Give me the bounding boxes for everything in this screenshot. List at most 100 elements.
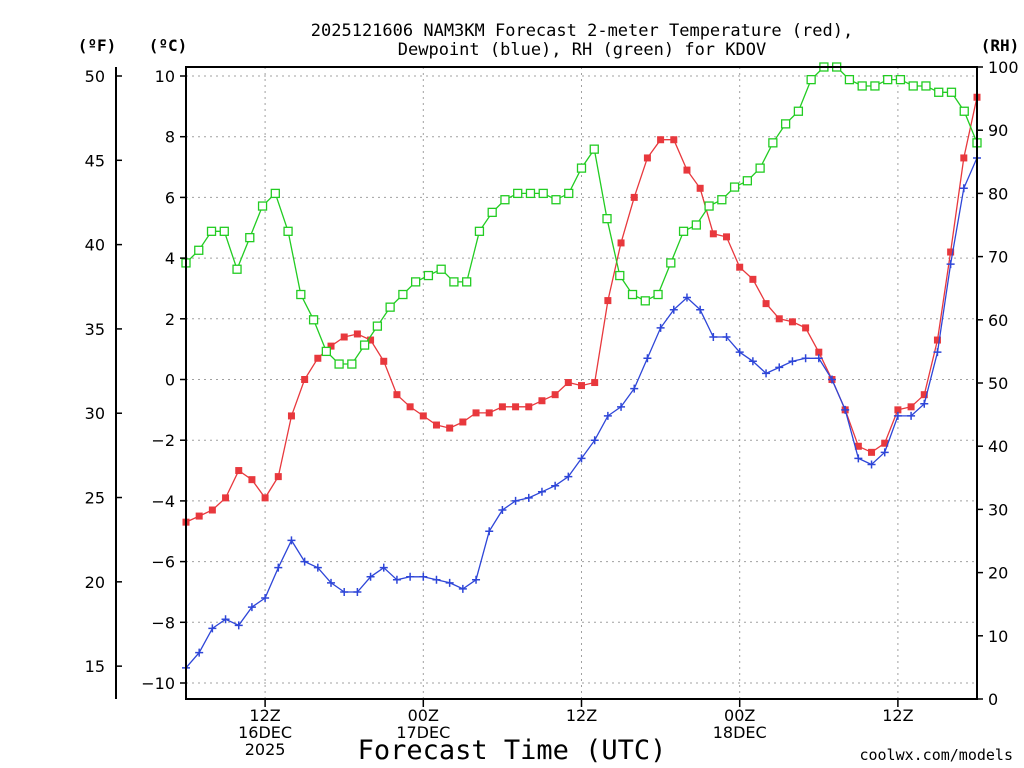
rh-point	[615, 270, 625, 281]
dewpoint-point	[445, 578, 454, 587]
dewpoint-point	[340, 587, 349, 596]
fahrenheit-tick-label: 25	[85, 489, 105, 508]
rh-point	[883, 74, 893, 85]
temperature-point	[446, 424, 454, 432]
dewpoint-point	[854, 454, 863, 463]
rh-point	[946, 87, 957, 97]
temperature-point	[815, 348, 823, 356]
fahrenheit-tick-label: 45	[85, 151, 105, 170]
dewpoint-point	[696, 305, 705, 314]
series-layer	[181, 62, 982, 672]
dewpoint-point	[630, 384, 639, 393]
rh-point	[742, 176, 753, 186]
dewpoint-point	[590, 436, 599, 445]
rh-point	[653, 289, 663, 300]
dewpoint-point	[221, 615, 230, 624]
rh-point	[564, 188, 574, 199]
temperature-point	[933, 336, 941, 344]
dewpoint-point	[827, 375, 836, 384]
rh-point	[449, 277, 459, 287]
rh-point	[219, 226, 229, 236]
rh-tick-label: 70	[988, 248, 1008, 267]
temperature-point	[604, 297, 612, 305]
dewpoint-point	[300, 557, 309, 566]
rh-point	[717, 195, 727, 205]
celsius-tick-label: 8	[165, 128, 175, 147]
dewpoint-point	[406, 572, 415, 581]
temperature-point	[314, 354, 322, 362]
fahrenheit-tick-label: 35	[85, 320, 105, 339]
rh-point	[359, 340, 370, 350]
dewpoint-point	[933, 348, 942, 357]
temperature-point	[854, 442, 862, 450]
dewpoint-point	[458, 584, 467, 593]
rh-point	[959, 106, 969, 116]
rh-point	[410, 277, 421, 287]
dewpoint-point	[564, 472, 573, 481]
dewpoint-point	[353, 587, 362, 596]
temperature-point	[222, 494, 230, 502]
dewpoint-point	[682, 293, 691, 302]
dewpoint-point	[195, 648, 204, 657]
chart-title-line1: 2025121606 NAM3KM Forecast 2-meter Tempe…	[311, 21, 853, 41]
dewpoint-point	[247, 603, 256, 612]
rh-point	[206, 226, 217, 236]
temperature-point	[538, 397, 546, 405]
rh-tick-label: 20	[988, 564, 1008, 583]
celsius-tick-label: −10	[141, 674, 175, 693]
fahrenheit-tick-label: 20	[85, 573, 105, 592]
dewpoint-point	[669, 305, 678, 314]
dewpoint-point	[867, 460, 876, 469]
rh-point	[398, 289, 408, 300]
rh-tick-label: 80	[988, 184, 1008, 203]
temperature-point	[340, 333, 348, 341]
chart-title-line2: Dewpoint (blue), RH (green) for KDOV	[398, 40, 766, 60]
dewpoint-point	[524, 493, 533, 502]
fahrenheit-unit-label: (ºF)	[78, 36, 117, 55]
dewpoint-point	[603, 411, 612, 420]
celsius-tick-label: 10	[155, 67, 175, 86]
dewpoint-point	[893, 411, 902, 420]
dewpoint-point	[261, 594, 270, 603]
temperature-point	[459, 418, 467, 426]
x-axis-title: Forecast Time (UTC)	[358, 735, 667, 766]
rh-point	[640, 296, 650, 306]
dewpoint-point	[907, 411, 916, 420]
time-tick-label: 2025	[245, 740, 286, 759]
temperature-point	[564, 379, 572, 387]
temperature-point	[485, 409, 493, 417]
time-tick-label: 12Z	[566, 706, 597, 725]
temperature-point	[736, 263, 744, 271]
dewpoint-point	[537, 487, 546, 496]
rh-point	[347, 359, 357, 369]
dewpoint-point	[208, 624, 217, 633]
rh-point	[308, 315, 319, 325]
dewpoint-point	[959, 184, 968, 193]
temperature-point	[670, 136, 678, 144]
dewpoint-point	[392, 575, 401, 584]
rh-point	[666, 258, 676, 268]
rh-point	[513, 188, 523, 199]
time-tick-label: 00Z	[408, 706, 439, 725]
rh-point	[270, 188, 280, 199]
temperature-point	[419, 412, 427, 420]
rh-point	[589, 144, 599, 154]
temperature-point	[195, 512, 203, 520]
time-tick-label: 00Z	[724, 706, 755, 725]
temperature-point	[393, 391, 401, 399]
rh-point	[194, 245, 204, 255]
rh-point	[768, 138, 778, 148]
rh-point	[372, 321, 383, 331]
dewpoint-point	[814, 354, 823, 363]
celsius-tick-label: −4	[151, 492, 175, 511]
temperature-point	[261, 494, 269, 502]
celsius-unit-label: (ºC)	[149, 36, 188, 55]
temperature-point	[696, 184, 704, 192]
temperature-point	[591, 379, 599, 387]
rh-tick-label: 60	[988, 311, 1008, 330]
rh-point	[321, 346, 331, 357]
fahrenheit-tick-label: 50	[85, 67, 105, 86]
dewpoint-point	[419, 572, 428, 581]
fahrenheit-tick-label: 30	[85, 404, 105, 423]
